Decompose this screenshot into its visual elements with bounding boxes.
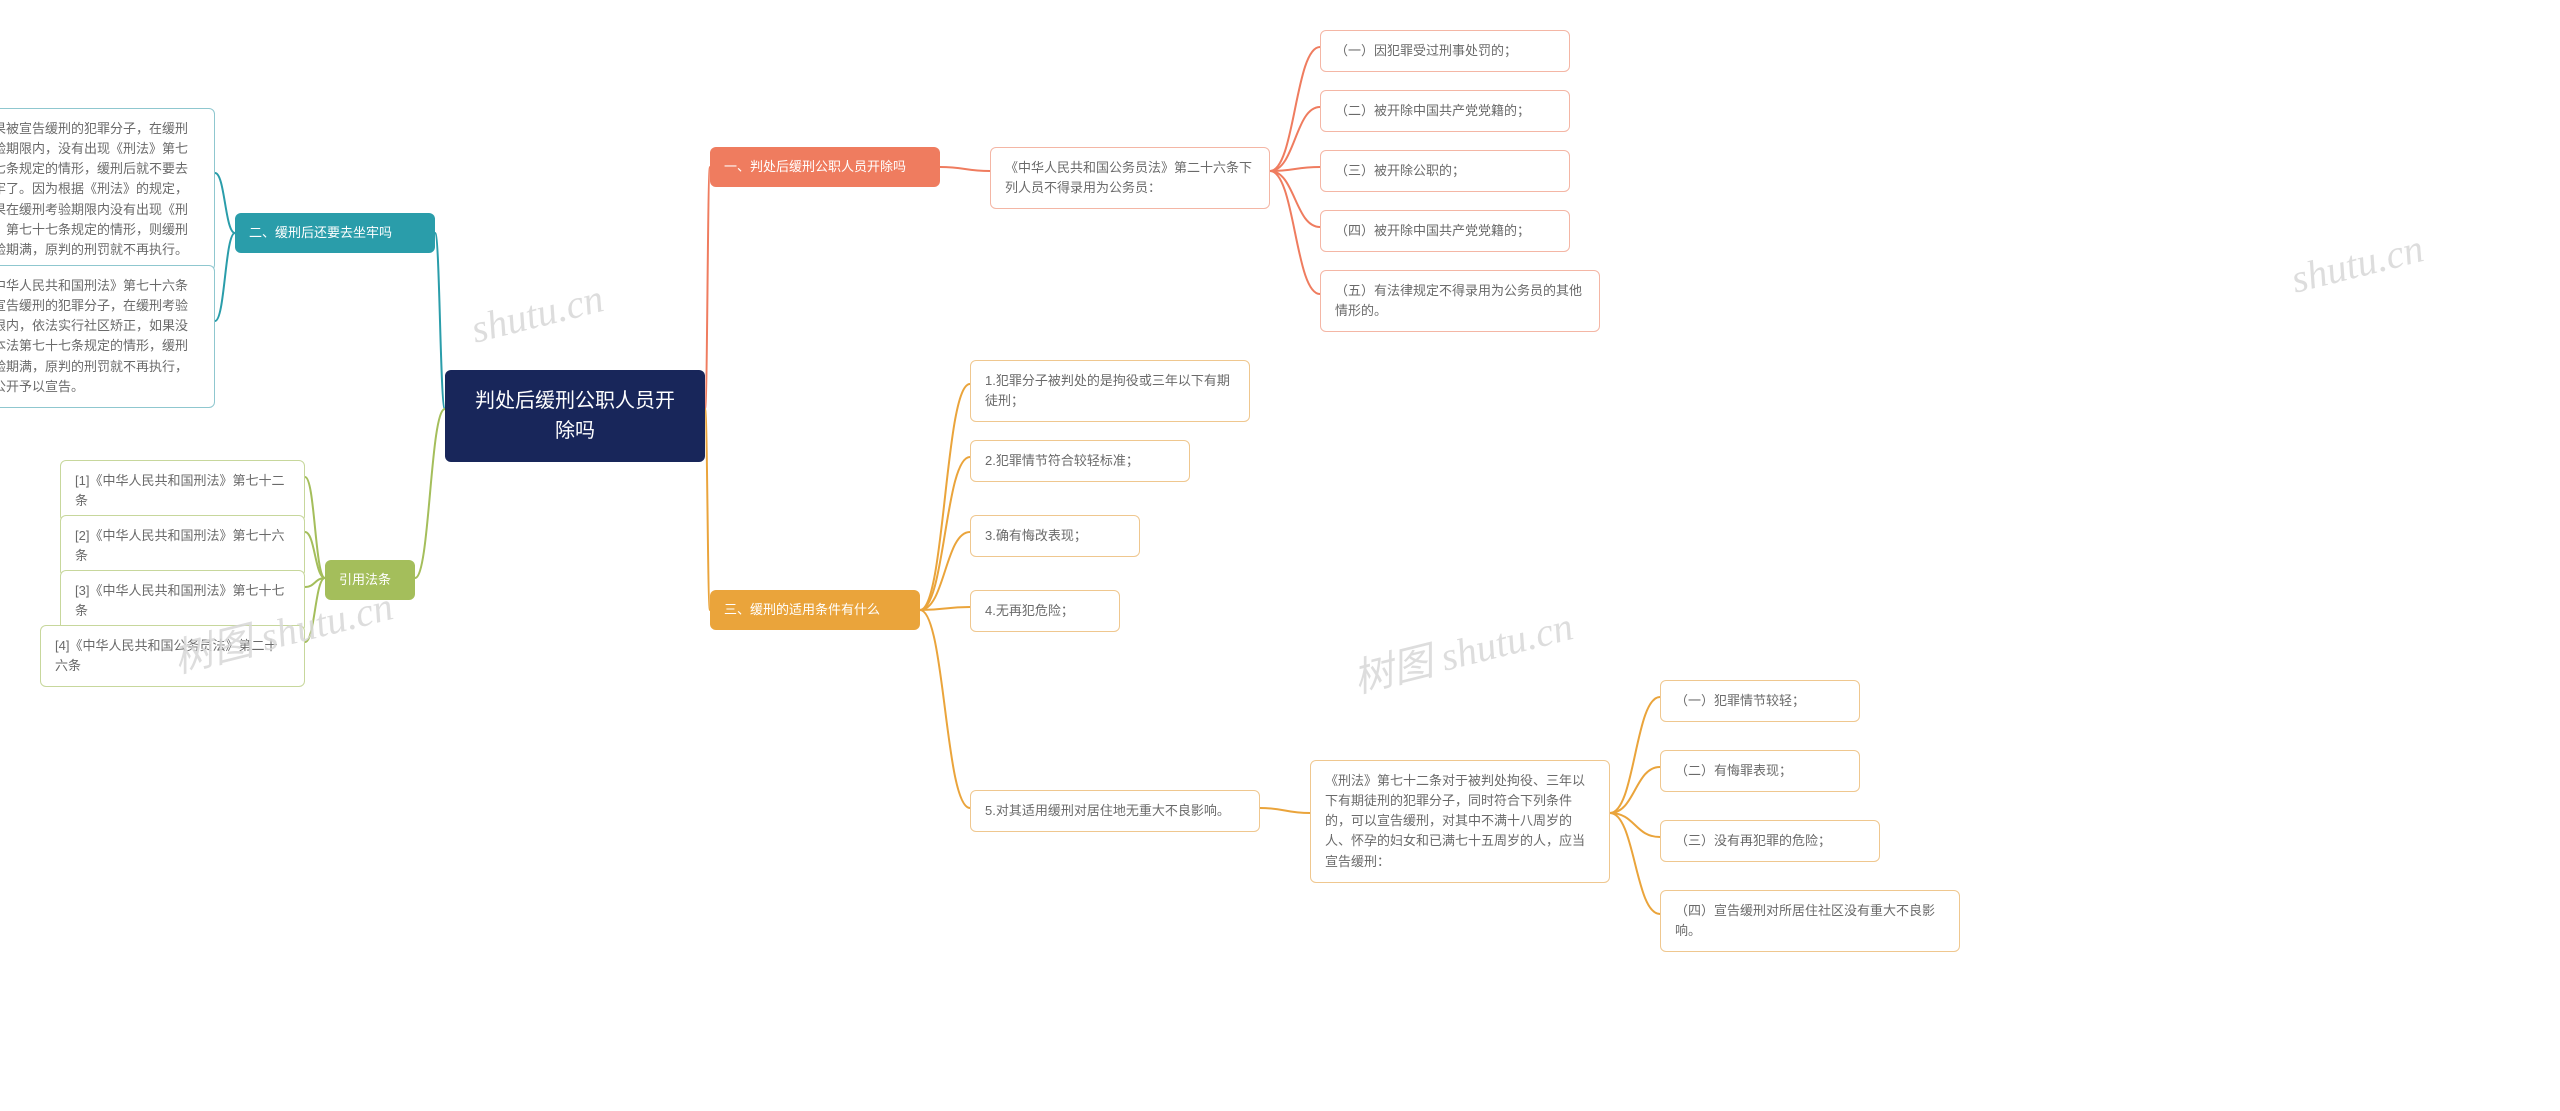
root-node: 判处后缓刑公职人员开除吗 <box>445 370 705 462</box>
branch-three-leaf-1: 2.犯罪情节符合较轻标准； <box>970 440 1190 482</box>
branch-three-sub-2: （三）没有再犯罪的危险； <box>1660 820 1880 862</box>
branch-one-mid: 《中华人民共和国公务员法》第二十六条下列人员不得录用为公务员： <box>990 147 1270 209</box>
branch-three-sub-3: （四）宣告缓刑对所居住社区没有重大不良影响。 <box>1660 890 1960 952</box>
watermark: shutu.cn <box>466 274 608 352</box>
branch-one-leaf-1: （二）被开除中国共产党党籍的； <box>1320 90 1570 132</box>
branch-three-sub-0: （一）犯罪情节较轻； <box>1660 680 1860 722</box>
branch-two-leaf-0: 如果被宣告缓刑的犯罪分子，在缓刑考验期限内，没有出现《刑法》第七十七条规定的情形… <box>0 108 215 271</box>
branch-three-leaf-4: 5.对其适用缓刑对居住地无重大不良影响。 <box>970 790 1260 832</box>
branch-refs: 引用法条 <box>325 560 415 600</box>
branch-one-leaf-3: （四）被开除中国共产党党籍的； <box>1320 210 1570 252</box>
branch-three-leaf-2: 3.确有悔改表现； <box>970 515 1140 557</box>
branch-one: 一、判处后缓刑公职人员开除吗 <box>710 147 940 187</box>
branch-one-leaf-4: （五）有法律规定不得录用为公务员的其他情形的。 <box>1320 270 1600 332</box>
refs-leaf-2: [3]《中华人民共和国刑法》第七十七条 <box>60 570 305 632</box>
watermark: 树图 shutu.cn <box>1346 594 1578 705</box>
branch-three: 三、缓刑的适用条件有什么 <box>710 590 920 630</box>
branch-two-leaf-1: 《中华人民共和国刑法》第七十六条对宣告缓刑的犯罪分子，在缓刑考验期限内，依法实行… <box>0 265 215 408</box>
refs-leaf-0: [1]《中华人民共和国刑法》第七十二条 <box>60 460 305 522</box>
connector-layer <box>0 0 2560 1111</box>
branch-one-leaf-0: （一）因犯罪受过刑事处罚的； <box>1320 30 1570 72</box>
refs-leaf-3: [4]《中华人民共和国公务员法》第二十六条 <box>40 625 305 687</box>
branch-two: 二、缓刑后还要去坐牢吗 <box>235 213 435 253</box>
branch-one-leaf-2: （三）被开除公职的； <box>1320 150 1570 192</box>
refs-leaf-1: [2]《中华人民共和国刑法》第七十六条 <box>60 515 305 577</box>
branch-three-mid: 《刑法》第七十二条对于被判处拘役、三年以下有期徒刑的犯罪分子，同时符合下列条件的… <box>1310 760 1610 883</box>
watermark: shutu.cn <box>2286 224 2428 302</box>
branch-three-leaf-0: 1.犯罪分子被判处的是拘役或三年以下有期徒刑； <box>970 360 1250 422</box>
branch-three-leaf-3: 4.无再犯危险； <box>970 590 1120 632</box>
branch-three-sub-1: （二）有悔罪表现； <box>1660 750 1860 792</box>
